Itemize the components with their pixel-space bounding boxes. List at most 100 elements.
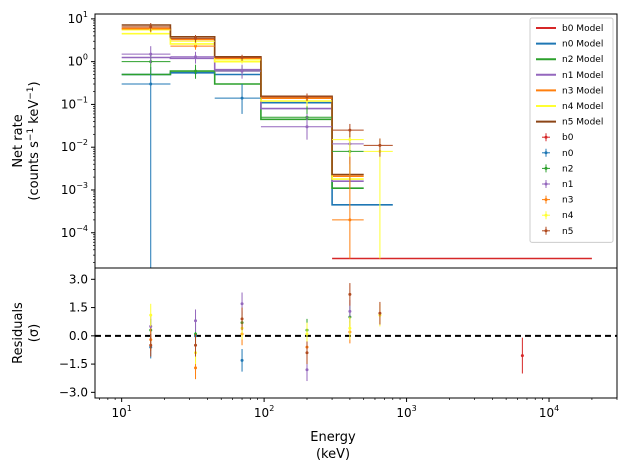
tick-base: 10: [396, 406, 411, 420]
legend-marker: [544, 151, 548, 155]
data-point-n5-2: [214, 54, 261, 61]
data-point-n0-2: [214, 84, 261, 114]
tick-base: 10: [68, 55, 83, 69]
legend-label: n2 Model: [562, 55, 603, 65]
residual-point-n5-4: [348, 283, 352, 306]
point-marker: [149, 25, 153, 29]
legend-item-n5-model: n5 Model: [536, 118, 603, 128]
legend-marker: [544, 182, 548, 186]
residual-point-n1-1: [194, 309, 198, 333]
point-marker: [348, 138, 352, 142]
point-marker: [194, 69, 198, 73]
legend-label: n1 Model: [562, 71, 603, 81]
legend-label: n4: [562, 211, 574, 221]
data-point-n5-0: [121, 23, 171, 32]
tick-exponent: 1: [83, 10, 88, 19]
y-unit-part2: keV: [27, 100, 42, 128]
legend-item-n3-data: n3: [542, 195, 573, 206]
tick-base: 10: [61, 140, 76, 154]
resid-marker: [305, 332, 309, 336]
resid-y-tick-label: 0.0: [69, 329, 88, 343]
x-axis-unit: (keV): [316, 447, 350, 462]
tick-base: 10: [111, 406, 126, 420]
legend-item-n2-model: n2 Model: [536, 55, 603, 65]
y-unit-sup1: −1: [26, 128, 36, 141]
legend-item-n5-data: n5: [542, 226, 573, 237]
legend-label: n3 Model: [562, 86, 603, 96]
model-line-n0: [121, 72, 393, 206]
tick-exponent: 2: [269, 404, 274, 413]
point-marker: [194, 36, 198, 40]
resid-plot-area: [95, 283, 617, 382]
data-point-n4-4: [332, 129, 364, 157]
data-point-n3-4: [332, 153, 364, 259]
point-marker: [240, 96, 244, 100]
resid-marker: [348, 292, 352, 296]
tick-base: 10: [61, 226, 76, 240]
y-tick-label: 10−2: [61, 138, 88, 154]
resid-marker: [240, 358, 244, 362]
tick-exponent: −3: [76, 181, 88, 190]
tick-exponent: −2: [76, 138, 88, 147]
y-unit-part3: ): [27, 81, 42, 86]
legend-label: n0: [562, 149, 574, 159]
data-point-n1-3: [260, 113, 333, 140]
tick-base: 10: [68, 12, 83, 26]
resid-y-tick-label: 3.0: [69, 272, 88, 286]
point-marker: [194, 44, 198, 48]
point-marker: [194, 55, 198, 59]
legend: b0 Model n0 Model n2 Model n1 Model n3 Model…: [529, 17, 614, 243]
legend-item-n1-data: n1: [542, 180, 573, 190]
point-marker: [149, 82, 153, 86]
resid-marker: [348, 309, 352, 313]
x-tick-label: 104: [539, 404, 559, 420]
legend-marker: [544, 135, 548, 139]
residual-point-n4-4: [348, 316, 352, 340]
resid-marker: [305, 351, 309, 355]
legend-marker: [544, 198, 548, 202]
main-plot-area: [121, 23, 592, 268]
model-line-n4: [121, 32, 364, 180]
residual-point-n5-2: [240, 307, 244, 331]
main-y-axis-label: Net rate: [11, 114, 26, 167]
tick-exponent: 3: [412, 404, 417, 413]
data-point-n1-0: [121, 46, 171, 64]
x-tick-label: 102: [254, 404, 274, 420]
tick-exponent: −1: [76, 95, 88, 104]
resid-y-tick-label: −3.0: [59, 385, 88, 399]
legend-label: n4 Model: [562, 102, 603, 112]
data-point-n2-1: [170, 64, 215, 79]
y-unit-part1: (counts s: [27, 141, 42, 201]
tick-exponent: −4: [76, 224, 88, 233]
data-point-n1-4: [332, 130, 364, 165]
legend-label: n5 Model: [562, 118, 603, 128]
data-point-n2-3: [260, 102, 333, 135]
residual-point-n5-5: [378, 301, 382, 325]
legend-label: b0: [562, 133, 574, 143]
legend-marker: [544, 166, 548, 170]
tick-base: 10: [254, 406, 269, 420]
y-tick-label: 100: [68, 53, 88, 69]
tick-exponent: 4: [554, 404, 559, 413]
resid-frame: [94, 267, 618, 399]
legend-marker: [544, 213, 548, 217]
axis-labels: Energy (keV) Net rate (counts s−1 keV−1)…: [11, 81, 356, 462]
data-point-n5-4: [332, 123, 364, 138]
main-y-axis-unit: (counts s−1 keV−1): [26, 81, 42, 200]
residual-point-b0-0: [520, 337, 524, 374]
legend-label: b0 Model: [562, 24, 603, 34]
legend-box: [529, 17, 614, 243]
resid-marker: [194, 343, 198, 347]
data-point-n5-5: [363, 138, 393, 157]
resid-marker: [520, 354, 524, 358]
point-marker: [348, 128, 352, 132]
x-tick-label: 103: [396, 404, 416, 420]
resid-y-tick-label: 1.5: [69, 301, 88, 315]
legend-label: n1: [562, 180, 573, 190]
residual-point-n5-3: [305, 341, 309, 365]
y-tick-label: 101: [68, 10, 88, 26]
point-marker: [305, 125, 309, 129]
resid-marker: [149, 313, 153, 317]
